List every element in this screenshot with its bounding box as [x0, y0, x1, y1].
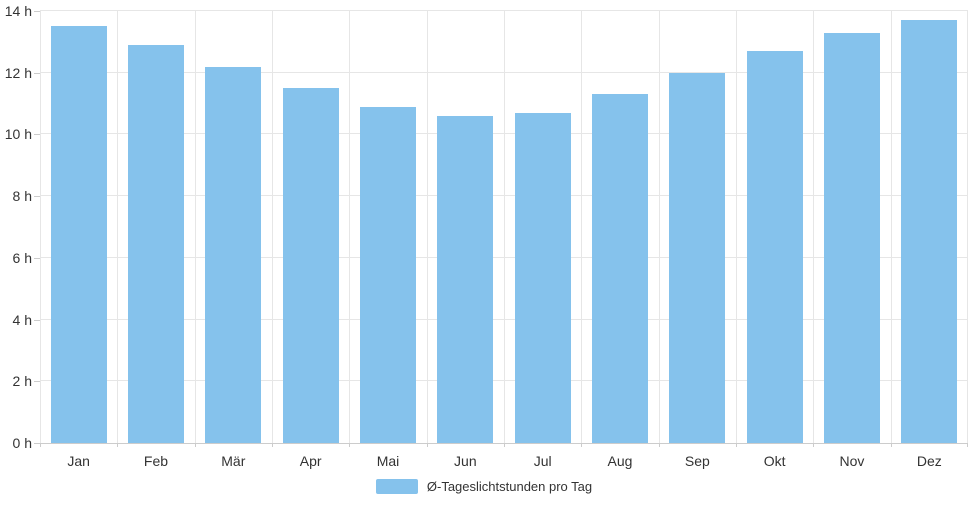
- y-axis-tick: [34, 257, 40, 259]
- y-axis-label: 10 h: [4, 126, 32, 143]
- x-axis-label-jul: Jul: [533, 453, 552, 469]
- x-axis-tick: [426, 443, 428, 447]
- x-axis-label-aug: Aug: [607, 453, 633, 469]
- bar-aug[interactable]: [592, 94, 648, 443]
- y-axis-label: 12 h: [4, 64, 32, 81]
- bar-mai[interactable]: [360, 106, 416, 443]
- y-axis-label: 6 h: [12, 249, 32, 266]
- x-gridline: [426, 11, 428, 443]
- x-axis-tick: [349, 443, 351, 447]
- bar-jul[interactable]: [514, 112, 571, 443]
- x-axis-tick: [194, 443, 196, 447]
- x-gridline: [194, 11, 196, 443]
- x-gridline: [813, 11, 815, 443]
- x-gridline: [40, 11, 41, 443]
- y-axis-label: 0 h: [12, 435, 32, 451]
- x-gridline: [117, 11, 119, 443]
- x-gridline: [272, 11, 273, 443]
- x-gridline: [349, 11, 351, 443]
- x-gridline: [658, 11, 660, 443]
- y-axis-tick: [34, 319, 40, 321]
- x-axis-tick: [736, 443, 737, 447]
- x-axis-label-feb: Feb: [143, 453, 169, 469]
- x-axis-label-dez: Dez: [916, 453, 942, 469]
- y-axis-tick: [34, 381, 40, 383]
- bar-dez[interactable]: [901, 20, 958, 443]
- bar-nov[interactable]: [824, 32, 880, 443]
- y-axis-tick: [34, 443, 40, 444]
- x-gridline: [581, 11, 583, 443]
- y-axis-tick: [34, 196, 40, 198]
- x-axis-label-mär: Mär: [221, 453, 246, 469]
- y-axis-tick: [34, 134, 40, 136]
- x-axis-tick: [658, 443, 660, 447]
- x-axis-label-jan: Jan: [67, 453, 90, 469]
- plot-area: [40, 10, 968, 444]
- x-gridline: [736, 11, 737, 443]
- bar-okt[interactable]: [746, 51, 803, 443]
- x-gridline: [890, 11, 892, 443]
- x-axis-tick: [40, 443, 41, 447]
- bar-mär[interactable]: [205, 66, 262, 443]
- x-axis-label-sep: Sep: [684, 453, 710, 469]
- x-axis-tick: [890, 443, 892, 447]
- y-axis-tick: [34, 11, 40, 12]
- x-axis-tick: [504, 443, 505, 447]
- y-axis-label: 4 h: [12, 311, 32, 328]
- x-axis-tick: [117, 443, 119, 447]
- bar-feb[interactable]: [128, 44, 184, 443]
- legend: Ø-Tageslichtstunden pro Tag: [0, 479, 968, 494]
- x-axis-tick: [813, 443, 815, 447]
- x-axis-label-mai: Mai: [376, 453, 400, 469]
- bar-jan[interactable]: [50, 26, 107, 443]
- x-axis-label-apr: Apr: [299, 453, 322, 469]
- x-axis-label-nov: Nov: [839, 453, 865, 469]
- y-gridline: [40, 10, 968, 11]
- bar-apr[interactable]: [282, 88, 339, 443]
- bar-jun[interactable]: [437, 115, 494, 443]
- x-axis-tick: [581, 443, 583, 447]
- legend-item-daylight-series[interactable]: Ø-Tageslichtstunden pro Tag: [375, 479, 593, 494]
- legend-swatch: [375, 479, 418, 494]
- y-axis-label: 8 h: [12, 188, 32, 205]
- legend-label: Ø-Tageslichtstunden pro Tag: [426, 479, 593, 494]
- bar-sep[interactable]: [669, 72, 726, 443]
- y-axis-label: 2 h: [12, 373, 32, 390]
- y-axis-label: 14 h: [4, 3, 32, 19]
- x-axis-tick: [272, 443, 273, 447]
- x-axis-label-okt: Okt: [763, 453, 786, 469]
- x-gridline: [504, 11, 505, 443]
- y-axis-tick: [34, 72, 40, 74]
- x-axis-label-jun: Jun: [454, 453, 477, 469]
